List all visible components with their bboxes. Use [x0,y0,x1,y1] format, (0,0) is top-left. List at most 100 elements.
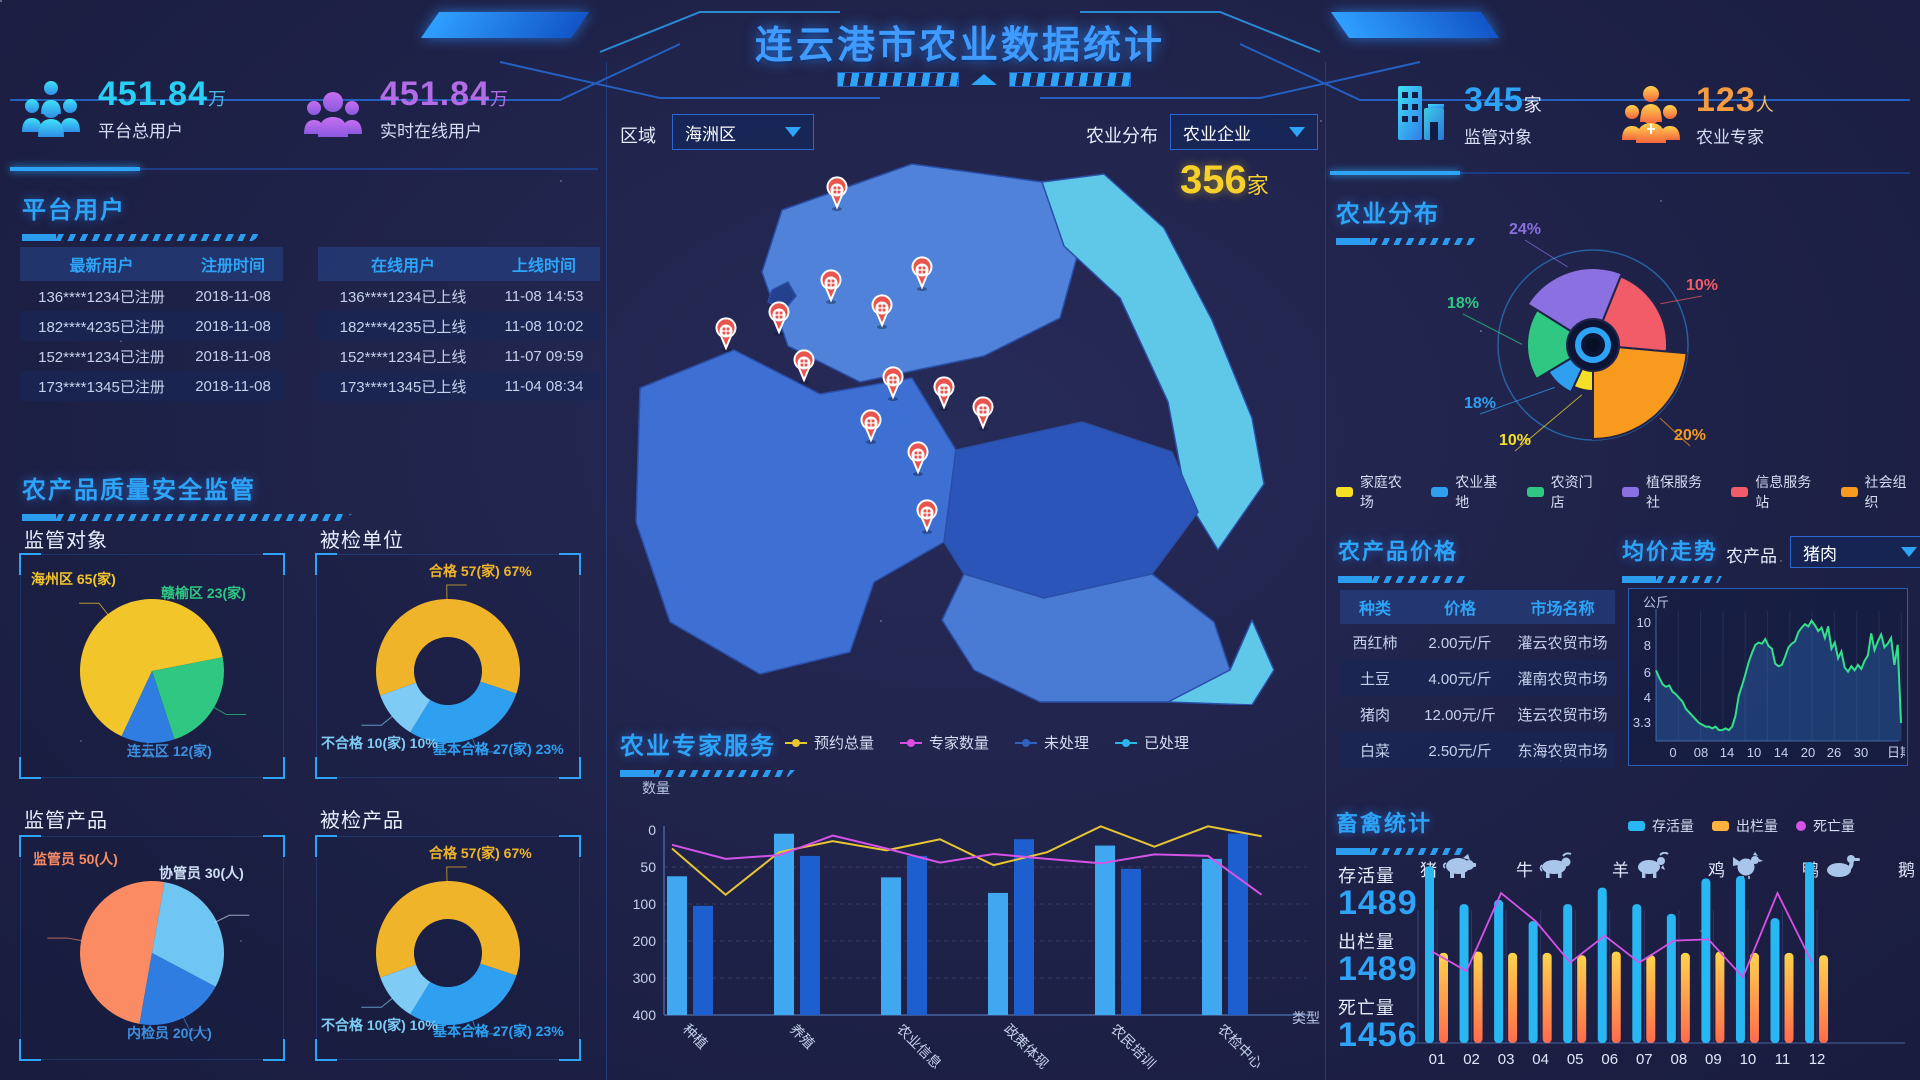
svg-text:10: 10 [1637,615,1651,630]
svg-text:07: 07 [1636,1051,1653,1068]
map-marker[interactable] [871,294,893,329]
legend-item[interactable]: 农业基地 [1431,472,1510,512]
pig-icon [1442,852,1478,884]
table-row: 土豆 4.00元/斤 灌南农贸市场 [1340,660,1615,696]
stat-supervision-targets: 345家 监管对象 [1392,82,1542,149]
column-header: 价格 [1443,601,1476,618]
table-cell: 连云农贸市场 [1517,706,1608,724]
section-title-distribution: 农业分布 [1336,201,1440,228]
svg-text:养殖: 养殖 [787,1021,818,1052]
stat-online-users: 451.84万 实时在线用户 [300,76,508,143]
legend-label: 未处理 [1044,735,1090,752]
title-underline-decoration [837,72,1131,87]
legend-item[interactable]: 植保服务社 [1622,472,1715,512]
svg-text:300: 300 [633,970,657,986]
animal-item-cow[interactable]: 牛 [1516,852,1574,884]
rose-slice-信息服务站 [1601,275,1668,353]
stat-experts: 123人 农业专家 [1620,82,1774,149]
legend-item[interactable]: 专家数量 [900,732,989,753]
legend-item[interactable]: 信息服务站 [1731,472,1824,512]
legend-item[interactable]: 农资门店 [1526,472,1606,512]
svg-text:12: 12 [1809,1051,1826,1068]
header-frame-lines [10,11,1910,101]
right-panel-divider [1325,62,1326,1080]
legend-label: 信息服务站 [1755,474,1812,510]
distribution-select[interactable]: 农业企业 [1170,114,1318,150]
line-预约总量 [671,825,1262,897]
table-cell: 152****1234已上线 [339,348,467,366]
pie-chart-supervision-products: 监管员 50(人) 协管员 30(人) 内检员 20(人) [19,835,285,1061]
legend-item[interactable]: 存活量 [1628,816,1694,836]
corner-bracket [263,757,285,779]
section-title-decoration [1622,576,1722,583]
animal-item-chicken[interactable]: 鸡 [1708,852,1764,884]
region-select[interactable]: 海洲区 [672,114,814,150]
legend-item[interactable]: 已处理 [1115,732,1189,753]
legend-item[interactable]: 出栏量 [1712,816,1778,836]
svg-text:10%: 10% [1686,277,1718,294]
section-title-decoration [1336,238,1476,245]
expert-service-chart: 400 300 200 100 50 0 种植 养殖 农业信息 政策体现 农民培训 农检中心 [612,798,1320,1080]
map-marker[interactable] [882,366,904,401]
table-header-row: 在线用户 上线时间 [318,247,600,281]
slice-label: 赣榆区 23(家) [161,585,246,601]
table-cell: 灌云农贸市场 [1517,634,1608,652]
pie-chart-supervision-target: 海州区 65(家) 赣榆区 23(家) 连云区 12(家) [19,553,285,779]
svg-text:11: 11 [1775,1051,1791,1068]
map-marker[interactable] [933,376,955,411]
region-map[interactable] [612,150,1322,705]
rose-slice-植保服务社 [1526,267,1624,333]
stat-unit: 家 [1523,95,1542,115]
table-cell: 136****1234已注册 [38,288,165,306]
map-marker[interactable] [793,349,815,384]
map-marker[interactable] [820,269,842,304]
map-marker[interactable] [907,441,929,476]
section-title-decoration [1336,848,1466,855]
product-label: 农产品 [1726,547,1777,566]
table-row: 136****1234已注册 2018-11-08 [20,281,283,311]
svg-text:100: 100 [633,896,657,912]
legend-item[interactable]: 家庭农场 [1336,472,1415,512]
svg-text:24%: 24% [1509,221,1541,238]
section-title-trend: 均价走势 [1622,539,1719,564]
legend-swatch [1840,487,1858,497]
map-marker[interactable] [911,256,933,291]
map-marker[interactable] [768,301,790,336]
svg-text:01: 01 [1429,1051,1446,1068]
stat-value: 345 [1464,81,1524,119]
table-row: 173****1345已注册 2018-11-08 [20,371,283,401]
slice-label: 海州区 65(家) [31,571,116,587]
svg-text:05: 05 [1567,1051,1584,1068]
corner-bracket [19,757,41,779]
column-header: 在线用户 [370,258,435,275]
corner-bracket [19,835,41,857]
donut-chart-checked-products: 合格 57(家) 67% 基本合格 27(家) 23% 不合格 10(家) 10% [315,835,581,1061]
map-marker[interactable] [826,176,848,211]
map-marker[interactable] [860,409,882,444]
table-row: 猪肉 12.00元/斤 连云农贸市场 [1340,696,1615,732]
legend-item[interactable]: 未处理 [1015,732,1089,753]
table-cell: 182****4235已上线 [339,318,467,336]
legend-swatch [1431,487,1449,497]
animal-item-goose[interactable]: 鹅 [1898,852,1920,884]
legend-item[interactable]: 社会组织 [1840,472,1920,512]
distribution-select-value: 农业企业 [1183,124,1251,144]
legend-swatch [1628,821,1645,831]
table-row: 152****1234已注册 2018-11-08 [20,341,283,371]
map-marker[interactable] [972,396,994,431]
map-marker[interactable] [715,317,737,352]
legend-item[interactable]: 死亡量 [1796,816,1855,836]
pie-svg [47,881,250,1031]
legend-label: 出栏量 [1736,818,1778,834]
table-cell: 2018-11-08 [195,287,271,305]
table-row: 182****4235已上线 11-08 10:02 [318,311,600,341]
product-select[interactable]: 猪肉 [1790,536,1920,568]
legend-item[interactable]: 预约总量 [785,732,874,753]
corner-bracket [315,757,337,779]
animal-label: 羊 [1612,860,1629,880]
stat-unit: 万 [208,89,226,109]
legend-label: 植保服务社 [1645,474,1702,510]
animal-item-goat[interactable]: 羊 [1612,851,1670,884]
map-marker[interactable] [916,499,938,534]
svg-text:04: 04 [1532,1051,1549,1068]
